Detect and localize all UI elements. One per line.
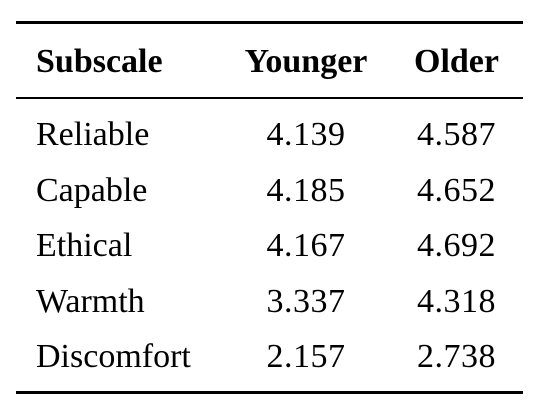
row-subscale-label: Ethical xyxy=(36,227,133,264)
row-older-value: 4.652 xyxy=(417,172,496,209)
header-younger: Younger xyxy=(244,43,368,80)
row-younger-value: 4.185 xyxy=(266,172,346,209)
row-younger-value: 4.167 xyxy=(266,227,346,264)
table-bottom-rule xyxy=(16,391,523,394)
table-header-rule xyxy=(16,97,523,99)
row-older-value: 2.738 xyxy=(417,338,496,375)
row-younger-value: 3.337 xyxy=(266,283,346,320)
header-older: Older xyxy=(414,43,499,80)
header-subscale: Subscale xyxy=(36,43,163,80)
row-younger-value: 4.139 xyxy=(266,116,346,153)
table-top-rule xyxy=(16,21,523,24)
row-subscale-label: Warmth xyxy=(36,283,145,320)
row-older-value: 4.318 xyxy=(417,283,496,320)
row-subscale-label: Reliable xyxy=(36,116,150,153)
row-subscale-label: Discomfort xyxy=(36,338,191,375)
row-subscale-label: Capable xyxy=(36,172,148,209)
row-younger-value: 2.157 xyxy=(266,338,346,375)
row-older-value: 4.587 xyxy=(417,116,496,153)
row-older-value: 4.692 xyxy=(417,227,496,264)
